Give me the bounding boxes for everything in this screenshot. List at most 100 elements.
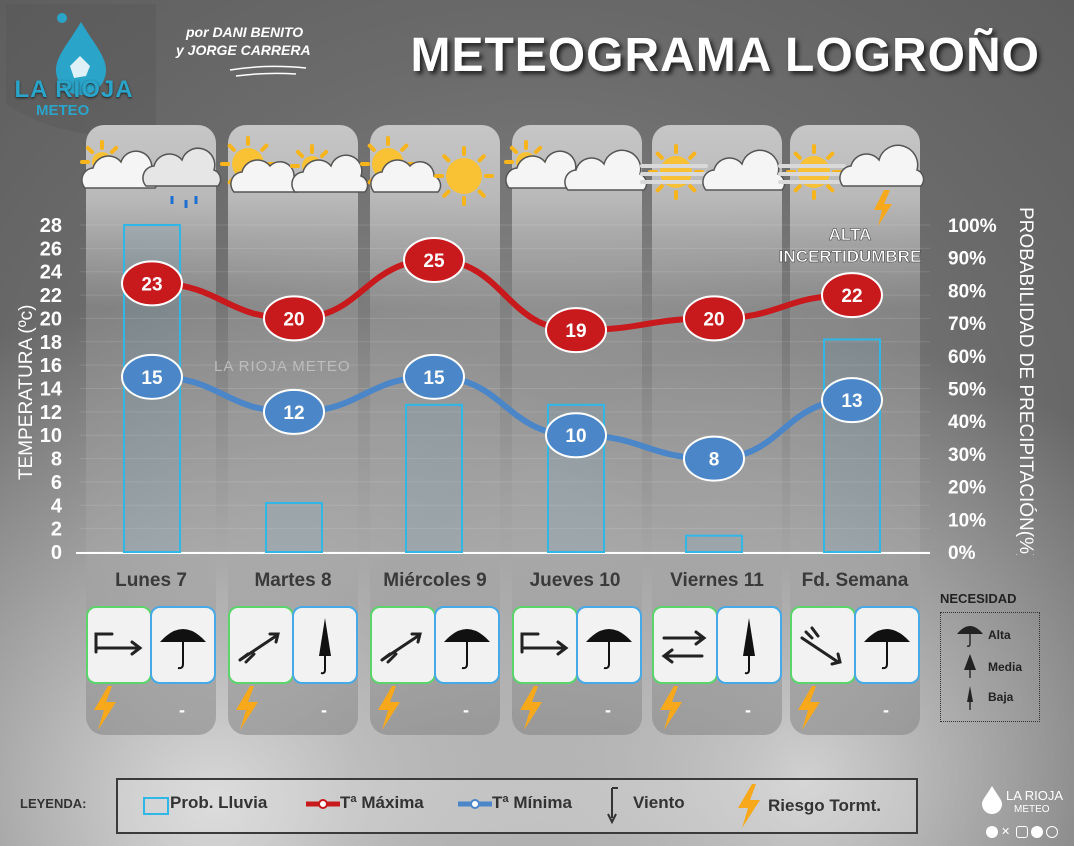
wind-box [370, 606, 436, 684]
y-tick-label: 22 [40, 285, 62, 307]
wind-box [228, 606, 294, 684]
tmax-label: 22 [841, 286, 862, 307]
day-label: Viernes 11 [670, 570, 764, 591]
sun-ray [655, 151, 664, 160]
y2-tick-label: 20% [948, 478, 986, 499]
storm-risk-text: - [179, 700, 185, 720]
watermark: LA RIOJA METEO [214, 358, 351, 375]
storm-bolt [874, 190, 892, 226]
day-label: Miércoles 9 [383, 570, 487, 591]
authors-line-2: y JORGE CARRERA [176, 42, 311, 58]
legend [116, 778, 918, 834]
page-title: METEOGRAMA LOGROÑO [410, 29, 1040, 82]
telegram-icon[interactable] [1031, 826, 1043, 838]
sun-ray [688, 184, 697, 193]
tmax-label: 19 [565, 321, 586, 342]
storm-risk-icon [520, 686, 542, 730]
partly-cloudy-icon [504, 140, 583, 189]
logo [6, 4, 156, 136]
sun-ray [826, 151, 835, 160]
umbrella-open-icon [444, 629, 490, 670]
y2-tick-label: 50% [948, 380, 986, 401]
tmax-label: 20 [283, 309, 304, 330]
y2-tick-label: 70% [948, 314, 986, 335]
fog-sun-icon [640, 144, 708, 200]
day-label: Fd. Semana [801, 570, 909, 591]
need-legend [940, 612, 1040, 722]
legend-rain-swatch [143, 797, 169, 815]
umbrella-box [576, 606, 642, 684]
tmin-marker [403, 353, 465, 400]
svg-text:TEMPERATURA (ºc): TEMPERATURA (ºc) [16, 305, 37, 480]
storm-risk-text: - [605, 700, 611, 720]
tmax-label: 20 [703, 309, 724, 330]
y-tick-label: 26 [40, 238, 62, 260]
authors-line-1: por DANI BENITO [186, 24, 304, 40]
umbrella-box [716, 606, 782, 684]
wind-arrow-northeast-icon [238, 632, 280, 664]
footer-brand-sub: METEO [1014, 804, 1050, 815]
sun-ray [367, 143, 376, 152]
tmin-line [151, 373, 853, 462]
storm-risk-icon [236, 686, 258, 730]
umbrella-open-icon [864, 629, 910, 670]
need-baja-label: Baja [988, 690, 1014, 704]
cloud-shape [370, 159, 442, 193]
y2-tick-label: 80% [948, 281, 986, 302]
legend-tmin-label: Tª Mínima [492, 793, 572, 812]
rain-bar [685, 534, 743, 554]
tmin-marker [121, 353, 183, 400]
y-tick-label: 4 [51, 495, 63, 517]
umbrella-box [434, 606, 500, 684]
sun-ray [688, 151, 697, 160]
legend-storm-label: Riesgo Tormt. [768, 796, 882, 815]
fog-sun-icon [778, 144, 846, 200]
wind-arrow-icon [607, 787, 618, 825]
facebook-icon[interactable] [986, 826, 998, 838]
x-icon[interactable]: ✕ [1001, 826, 1011, 838]
tmax-label: 25 [423, 251, 445, 272]
cloud-shape [291, 154, 369, 193]
tmax-label: 23 [141, 274, 162, 295]
annotation-label: INCERTIDUMBRE [779, 247, 922, 266]
lightning-icon [738, 784, 760, 828]
storm-cloud-icon [839, 144, 925, 226]
day-label: Lunes 7 [115, 570, 187, 591]
sun-ray [442, 154, 451, 163]
wind-box [512, 606, 578, 684]
need-legend-title: NECESIDAD [940, 591, 1017, 606]
y2-tick-label: 40% [948, 412, 986, 433]
legend-title: LEYENDA: [20, 796, 87, 811]
umbrella-open-icon [586, 629, 632, 670]
cloud-shape [839, 144, 925, 187]
tmin-label: 8 [709, 450, 720, 471]
storm-risk-icon [94, 686, 116, 730]
rain-cloud-icon [142, 147, 222, 208]
tmin-label: 13 [841, 391, 862, 412]
umbrella-half-icon [964, 654, 976, 678]
signature-icon [229, 65, 307, 77]
cloudy-icon [702, 149, 786, 191]
brand-drop-icon [982, 786, 1002, 814]
sun-ray [509, 145, 519, 155]
y-tick-label: 12 [40, 402, 62, 424]
sun-ray [260, 143, 269, 152]
legend-tmin-swatch [458, 799, 492, 809]
storm-risk-text: - [321, 700, 327, 720]
wind-variable-icon [661, 630, 707, 664]
sun-ray [477, 154, 486, 163]
sun-cloud-icon [220, 136, 302, 193]
y-tick-label: 14 [40, 379, 63, 401]
y2-tick-label: 60% [948, 347, 986, 368]
tmin-marker [545, 412, 607, 459]
social-icons: ✕ [986, 826, 1058, 838]
y2-tick-label: 100% [948, 216, 997, 237]
sun-ray [319, 149, 329, 159]
instagram-icon[interactable] [1016, 826, 1028, 838]
sun-ray [793, 184, 802, 193]
storm-risk-text: - [463, 700, 469, 720]
whatsapp-icon[interactable] [1046, 826, 1058, 838]
cloud-shape [142, 147, 222, 187]
